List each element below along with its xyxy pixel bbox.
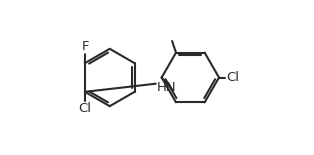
Text: F: F xyxy=(81,40,89,53)
Text: Cl: Cl xyxy=(226,71,239,84)
Text: Cl: Cl xyxy=(78,102,91,115)
Text: HN: HN xyxy=(157,81,176,94)
